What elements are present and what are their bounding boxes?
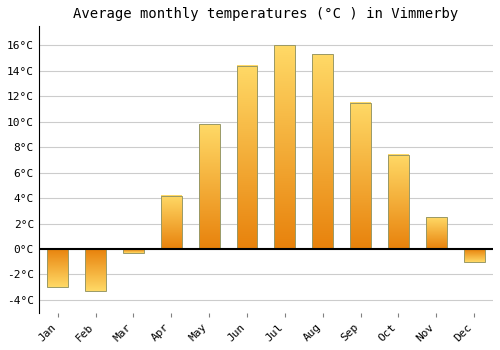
Bar xyxy=(198,124,220,249)
Bar xyxy=(274,46,295,249)
Bar xyxy=(161,196,182,249)
Title: Average monthly temperatures (°C ) in Vimmerby: Average monthly temperatures (°C ) in Vi… xyxy=(74,7,458,21)
Bar xyxy=(48,249,68,287)
Bar xyxy=(388,155,409,249)
Bar xyxy=(426,217,446,249)
Bar xyxy=(236,66,258,249)
Bar xyxy=(85,249,106,291)
Bar xyxy=(464,249,484,262)
Bar xyxy=(312,54,333,249)
Bar xyxy=(123,249,144,253)
Bar xyxy=(350,103,371,249)
